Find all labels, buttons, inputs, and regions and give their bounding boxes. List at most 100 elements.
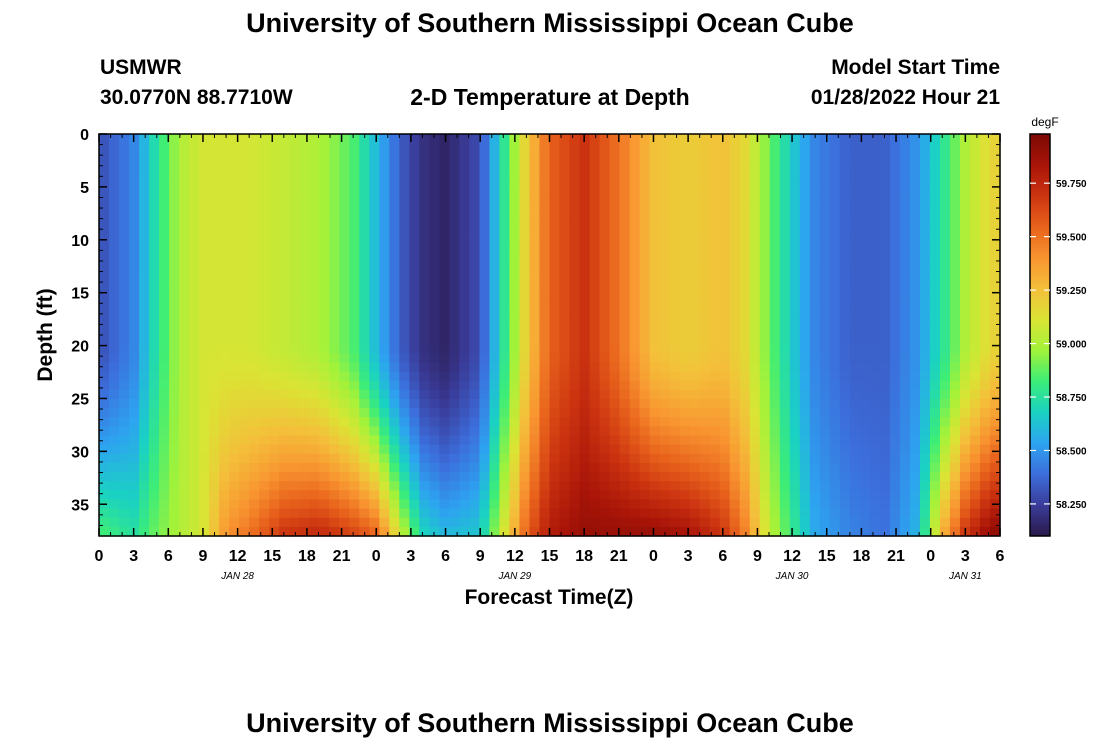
heatmap-cell <box>329 398 340 409</box>
heatmap-cell <box>219 143 230 153</box>
heatmap-cell <box>979 243 991 254</box>
heatmap-cell <box>219 280 230 290</box>
heatmap-cell <box>829 170 841 181</box>
heatmap-cell <box>849 280 861 290</box>
heatmap-cell <box>789 371 801 382</box>
heatmap-cell <box>519 481 531 491</box>
heatmap-cell <box>349 170 360 181</box>
heatmap-cell <box>949 216 961 226</box>
heatmap-cell <box>269 472 280 482</box>
heatmap-cell <box>569 362 581 373</box>
heatmap-cell <box>549 161 561 172</box>
heatmap-cell <box>319 307 330 318</box>
heatmap-cell <box>379 371 390 382</box>
heatmap-cell <box>799 179 811 190</box>
heatmap-cell <box>579 389 591 400</box>
heatmap-cell <box>219 444 230 455</box>
heatmap-cell <box>809 335 821 345</box>
heatmap-cell <box>109 134 120 144</box>
heatmap-cell <box>409 234 420 245</box>
heatmap-cell <box>369 444 380 455</box>
heatmap-cell <box>309 298 320 309</box>
heatmap-cell <box>479 472 491 482</box>
heatmap-cell <box>559 335 571 345</box>
heatmap-cell <box>919 225 931 236</box>
heatmap-cell <box>469 426 481 437</box>
heatmap-cell <box>349 152 360 163</box>
heatmap-cell <box>919 143 931 153</box>
heatmap-cell <box>449 462 460 473</box>
heatmap-cell <box>669 307 681 318</box>
heatmap-cell <box>959 344 971 354</box>
heatmap-cell <box>139 271 150 281</box>
heatmap-cell <box>179 316 190 327</box>
heatmap-cell <box>569 134 581 144</box>
heatmap-cell <box>99 261 110 272</box>
heatmap-cell <box>619 243 631 254</box>
heatmap-cell <box>869 398 881 409</box>
heatmap-cell <box>679 307 691 318</box>
heatmap-cell <box>829 435 841 446</box>
heatmap-cell <box>419 289 430 300</box>
heatmap-cell <box>899 280 911 290</box>
heatmap-cell <box>349 417 360 427</box>
heatmap-cell <box>589 408 601 418</box>
heatmap-cell <box>609 517 621 528</box>
heatmap-cell <box>669 143 681 153</box>
heatmap-cell <box>219 170 230 181</box>
heatmap-cell <box>399 462 410 473</box>
heatmap-cell <box>119 243 130 254</box>
heatmap-cell <box>979 526 991 537</box>
heatmap-cell <box>399 197 410 208</box>
heatmap-cell <box>339 481 350 491</box>
x-tick-label: 6 <box>164 548 173 565</box>
heatmap-cell <box>519 316 531 327</box>
heatmap-cell <box>799 134 811 144</box>
heatmap-cell <box>659 517 671 528</box>
heatmap-cell <box>249 261 260 272</box>
heatmap-cell <box>569 188 581 199</box>
heatmap-cell <box>509 316 521 327</box>
heatmap-cell <box>399 234 410 245</box>
heatmap-cell <box>249 462 260 473</box>
heatmap-cell <box>319 444 330 455</box>
heatmap-cell <box>529 289 541 300</box>
heatmap-cell <box>989 417 1001 427</box>
heatmap-cell <box>309 307 320 318</box>
heatmap-cell <box>169 398 180 409</box>
heatmap-cell <box>989 243 1001 254</box>
heatmap-cell <box>139 307 150 318</box>
heatmap-cell <box>549 335 561 345</box>
heatmap-cell <box>489 179 501 190</box>
heatmap-cell <box>699 335 711 345</box>
heatmap-cell <box>359 216 370 226</box>
heatmap-cell <box>669 152 681 163</box>
heatmap-cell <box>919 335 931 345</box>
heatmap-cell <box>899 389 911 400</box>
heatmap-cell <box>779 298 791 309</box>
heatmap-cell <box>539 344 551 354</box>
heatmap-cell <box>119 179 130 190</box>
heatmap-cell <box>569 481 581 491</box>
heatmap-cell <box>429 353 440 364</box>
heatmap-cell <box>769 298 781 309</box>
heatmap-cell <box>589 307 601 318</box>
heatmap-cell <box>369 316 380 327</box>
heatmap-cell <box>659 298 671 309</box>
heatmap-cell <box>689 243 701 254</box>
heatmap-cell <box>729 188 741 199</box>
heatmap-cell <box>749 508 761 519</box>
heatmap-cell <box>449 353 460 364</box>
heatmap-cell <box>339 371 350 382</box>
heatmap-cell <box>609 197 621 208</box>
heatmap-cell <box>139 508 150 519</box>
heatmap-cell <box>289 499 300 510</box>
heatmap-cell <box>329 517 340 528</box>
heatmap-cell <box>529 490 541 501</box>
heatmap-cell <box>829 298 841 309</box>
heatmap-cell <box>209 417 220 427</box>
heatmap-cell <box>909 152 921 163</box>
heatmap-cell <box>159 271 170 281</box>
heatmap-cell <box>349 252 360 263</box>
heatmap-cell <box>929 134 941 144</box>
